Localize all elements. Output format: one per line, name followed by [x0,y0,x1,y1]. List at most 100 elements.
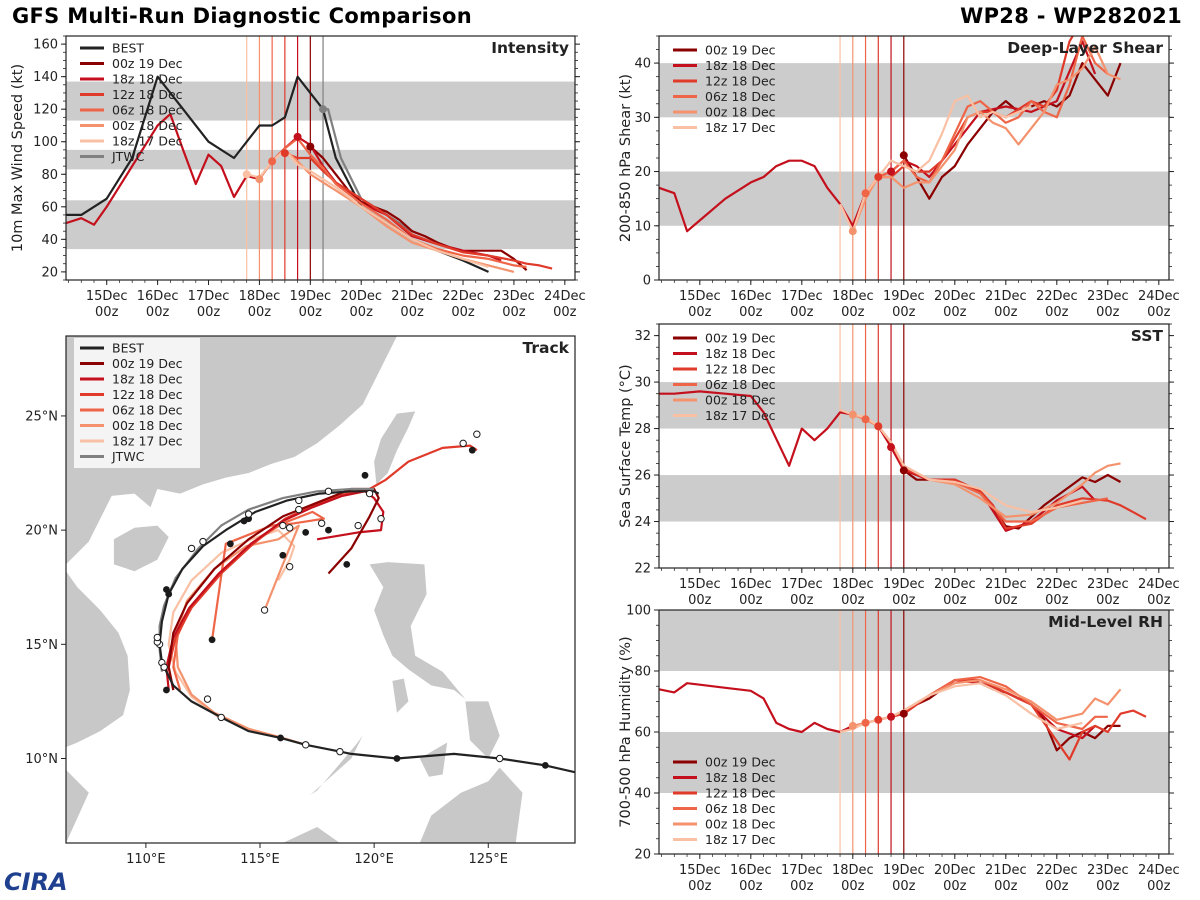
xtick-label: 00z [1147,593,1171,608]
legend-label-jtwc: JTWC [111,149,145,164]
intensity-title: Intensity [491,39,569,57]
xtick-label: 15Dec [679,577,721,592]
marker-run_12z18 [874,422,883,431]
land-7 [419,767,523,843]
rh-title: Mid-Level RH [1048,613,1163,631]
ytick-label: 40 [634,57,651,72]
track-point-filled [208,636,216,644]
legend-label-run_18z17: 18z 17 Dec [112,134,183,149]
xtick-label: 00z [739,305,763,320]
xtick-label: 00z [994,305,1018,320]
track-title: Track [523,339,570,357]
xtick-label: 17Dec [781,863,823,878]
xtick-label: 19Dec [883,863,925,878]
ytick-label: 160 [33,38,58,53]
xtick-label: 19Dec [883,577,925,592]
legend-label-run_00z18: 00z 18 Dec [705,817,776,832]
xtick-label: 21Dec [391,289,433,304]
marker-run_00z18 [848,410,857,419]
marker-run_06z18 [268,157,277,166]
track-point-open [285,562,294,571]
xtick-label: 00z [1147,305,1171,320]
xtick-label: 18Dec [239,289,281,304]
land-8 [310,735,363,795]
intensity-series [66,75,553,273]
land-3 [374,411,416,485]
ytick-label: 40 [41,233,58,248]
track-legend-label-run_18z18: 18z 18 Dec [112,372,183,387]
legend-label-run_00z19: 00z 19 Dec [705,43,776,58]
xtick-label: 00z [1096,305,1120,320]
marker-run_00z18 [848,227,857,236]
xtick-label: 17Dec [781,577,823,592]
xtick-label: 22Dec [1036,863,1078,878]
track-point-filled [279,551,287,559]
xtick-label: 19Dec [289,289,331,304]
xtick-label: 17Dec [188,289,230,304]
legend-label-run_18z17: 18z 17 Dec [705,832,776,847]
series-run_06z18 [864,36,1109,194]
track-point-open [285,524,294,532]
xtick-label: 22Dec [1036,289,1078,304]
marker-run_06z18 [861,415,870,424]
xtick-label: 15Dec [679,289,721,304]
xtick-label: 15Dec [86,289,128,304]
track-point-open [295,496,303,505]
ytick-label: 60 [634,726,651,741]
ytick-label: 140 [33,70,58,85]
track-point-open [301,741,310,749]
series-run_18z18 [659,678,1096,740]
track-point-filled [302,529,310,536]
land-4 [369,562,466,700]
land-5 [465,701,500,759]
track-xtick-label: 120°E [354,852,394,867]
ytick-label: 22 [634,562,651,577]
ytick-label: 100 [33,135,58,150]
legend-label-run_12z18: 12z 18 Dec [705,786,776,801]
ytick-label: 24 [634,515,651,530]
track-frame [65,335,576,844]
track-point-filled [361,471,369,479]
shear-panel: 01020304015Dec00z16Dec00z17Dec00z18Dec00… [618,35,1180,320]
legend-label-run_12z18: 12z 18 Dec [705,362,776,377]
track-point-filled [226,540,234,548]
shear-title: Deep-Layer Shear [1007,39,1163,57]
xtick-label: 00z [400,305,424,320]
track-ytick-label: 15°N [25,638,58,653]
track-legend-label-jtwc: JTWC [111,449,145,464]
track-xtick-label: 110°E [126,852,166,867]
xtick-label: 00z [892,593,916,608]
xtick-label: 00z [451,305,475,320]
xtick-label: 20Dec [934,289,976,304]
track-point-open [459,439,467,448]
track-point-open [365,489,374,498]
legend-label-run_06z18: 06z 18 Dec [112,103,183,118]
xtick-label: 00z [790,305,814,320]
marker-run_12z18 [874,715,883,724]
track-point-filled [277,734,284,742]
ytick-label: 32 [634,329,651,344]
xtick-label: 00z [553,305,577,320]
track-point-open [244,510,253,518]
shear-series [659,36,1122,236]
legend-label-run_00z19: 00z 19 Dec [112,56,183,71]
series-run_12z18 [284,152,553,270]
xtick-label: 00z [1045,305,1069,320]
xtick-label: 00z [1096,593,1120,608]
cira-logo: CIRA [4,868,68,896]
legend-label-run_00z18: 00z 18 Dec [705,393,776,408]
marker-run_18z17 [242,170,251,179]
legend-label-run_18z18: 18z 18 Dec [705,346,776,361]
xtick-label: 00z [943,593,967,608]
xtick-label: 00z [841,305,865,320]
series-run_18z18 [659,40,1097,233]
ytick-label: 60 [41,200,58,215]
xtick-label: 00z [892,879,916,894]
track-legend-label-run_06z18: 06z 18 Dec [112,403,183,418]
ytick-label: 10 [634,219,651,234]
legend-label-run_00z18: 00z 18 Dec [705,105,776,120]
track-legend-label-run_00z19: 00z 19 Dec [112,356,183,371]
track-point-filled [468,446,476,454]
xtick-label: 23Dec [1087,863,1129,878]
marker-run_00z19 [899,709,908,718]
